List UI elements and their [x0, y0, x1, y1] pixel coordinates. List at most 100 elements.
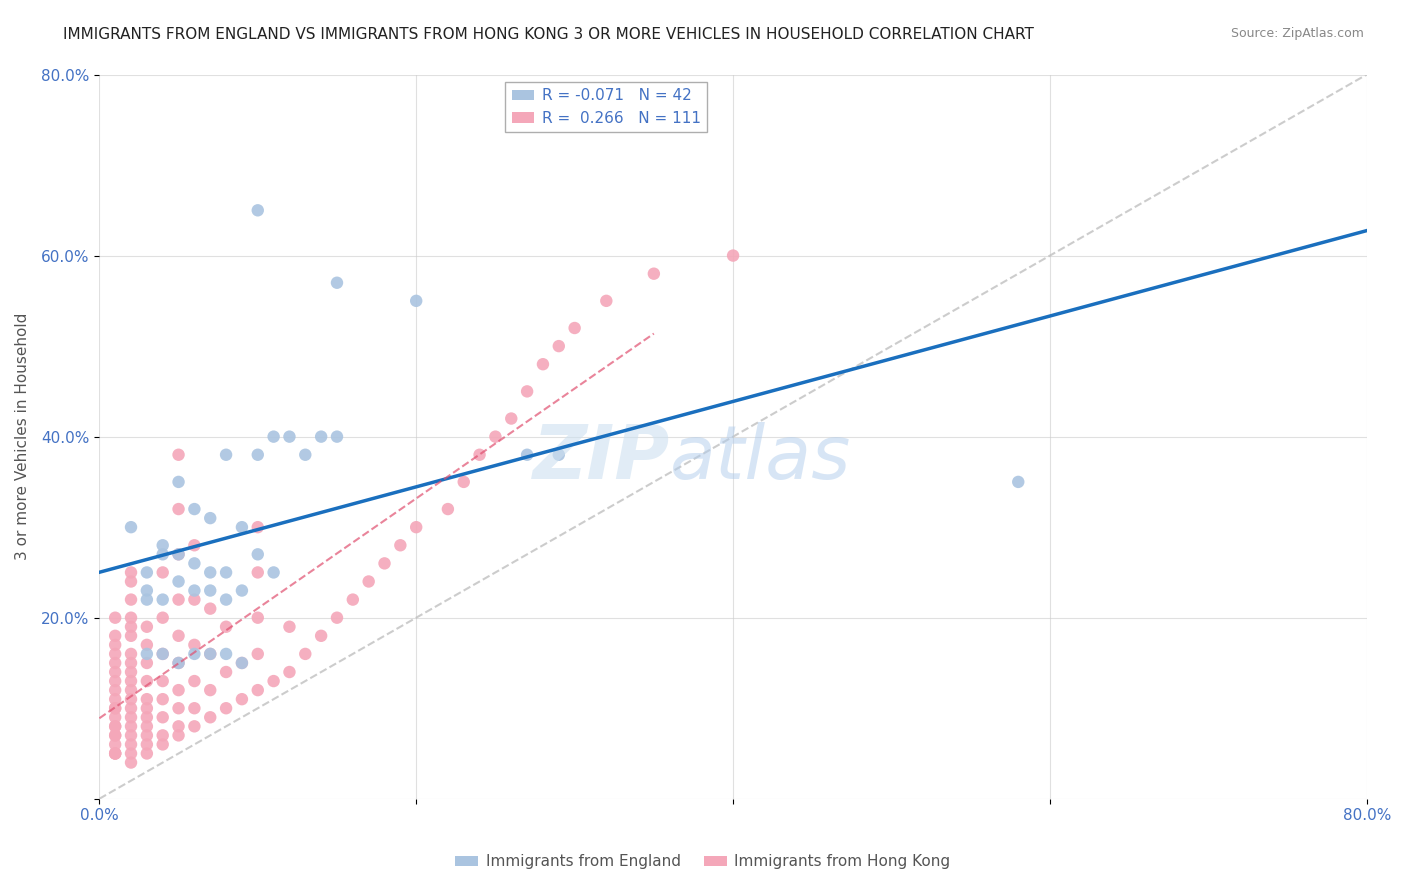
- Point: [120, 665, 142, 679]
- Point: [231, 692, 253, 706]
- Point: [152, 728, 174, 742]
- Point: [564, 321, 586, 335]
- Point: [294, 647, 316, 661]
- Point: [246, 547, 269, 561]
- Point: [167, 656, 190, 670]
- Point: [215, 620, 238, 634]
- Point: [104, 610, 127, 624]
- Point: [231, 520, 253, 534]
- Point: [135, 738, 157, 752]
- Point: [309, 629, 332, 643]
- Point: [120, 656, 142, 670]
- Point: [278, 665, 301, 679]
- Point: [135, 656, 157, 670]
- Point: [215, 448, 238, 462]
- Point: [104, 710, 127, 724]
- Point: [246, 683, 269, 698]
- Point: [200, 601, 222, 615]
- Point: [120, 701, 142, 715]
- Point: [326, 430, 349, 444]
- Point: [183, 674, 205, 689]
- Point: [104, 719, 127, 733]
- Point: [389, 538, 412, 552]
- Point: [104, 638, 127, 652]
- Point: [167, 547, 190, 561]
- Point: [135, 638, 157, 652]
- Point: [167, 683, 190, 698]
- Point: [183, 719, 205, 733]
- Point: [231, 583, 253, 598]
- Point: [120, 728, 142, 742]
- Y-axis label: 3 or more Vehicles in Household: 3 or more Vehicles in Household: [15, 313, 30, 560]
- Point: [120, 756, 142, 770]
- Point: [183, 647, 205, 661]
- Point: [152, 710, 174, 724]
- Point: [278, 620, 301, 634]
- Point: [183, 638, 205, 652]
- Point: [104, 747, 127, 761]
- Point: [104, 738, 127, 752]
- Point: [120, 574, 142, 589]
- Point: [167, 701, 190, 715]
- Point: [263, 430, 285, 444]
- Point: [342, 592, 364, 607]
- Point: [104, 701, 127, 715]
- Point: [278, 430, 301, 444]
- Point: [501, 411, 523, 425]
- Point: [468, 448, 491, 462]
- Point: [531, 357, 554, 371]
- Point: [120, 719, 142, 733]
- Point: [104, 728, 127, 742]
- Point: [294, 448, 316, 462]
- Point: [246, 647, 269, 661]
- Point: [104, 647, 127, 661]
- Point: [200, 683, 222, 698]
- Point: [135, 719, 157, 733]
- Point: [152, 674, 174, 689]
- Point: [246, 448, 269, 462]
- Text: Source: ZipAtlas.com: Source: ZipAtlas.com: [1230, 27, 1364, 40]
- Point: [167, 629, 190, 643]
- Point: [326, 610, 349, 624]
- Point: [246, 520, 269, 534]
- Point: [246, 566, 269, 580]
- Point: [215, 647, 238, 661]
- Point: [152, 647, 174, 661]
- Point: [120, 747, 142, 761]
- Point: [135, 620, 157, 634]
- Point: [200, 710, 222, 724]
- Point: [215, 701, 238, 715]
- Point: [120, 592, 142, 607]
- Point: [152, 738, 174, 752]
- Point: [135, 647, 157, 661]
- Point: [120, 710, 142, 724]
- Point: [183, 701, 205, 715]
- Point: [120, 647, 142, 661]
- Point: [215, 592, 238, 607]
- Point: [183, 538, 205, 552]
- Point: [135, 692, 157, 706]
- Point: [152, 692, 174, 706]
- Text: ZIP: ZIP: [533, 422, 669, 495]
- Point: [183, 583, 205, 598]
- Point: [120, 620, 142, 634]
- Point: [263, 566, 285, 580]
- Point: [152, 610, 174, 624]
- Point: [453, 475, 475, 489]
- Point: [405, 520, 427, 534]
- Point: [200, 647, 222, 661]
- Point: [104, 719, 127, 733]
- Point: [120, 610, 142, 624]
- Point: [120, 738, 142, 752]
- Point: [183, 592, 205, 607]
- Point: [516, 384, 538, 399]
- Point: [167, 547, 190, 561]
- Point: [1007, 475, 1029, 489]
- Point: [200, 583, 222, 598]
- Point: [152, 538, 174, 552]
- Point: [183, 502, 205, 516]
- Point: [516, 448, 538, 462]
- Point: [484, 430, 506, 444]
- Point: [120, 692, 142, 706]
- Point: [104, 692, 127, 706]
